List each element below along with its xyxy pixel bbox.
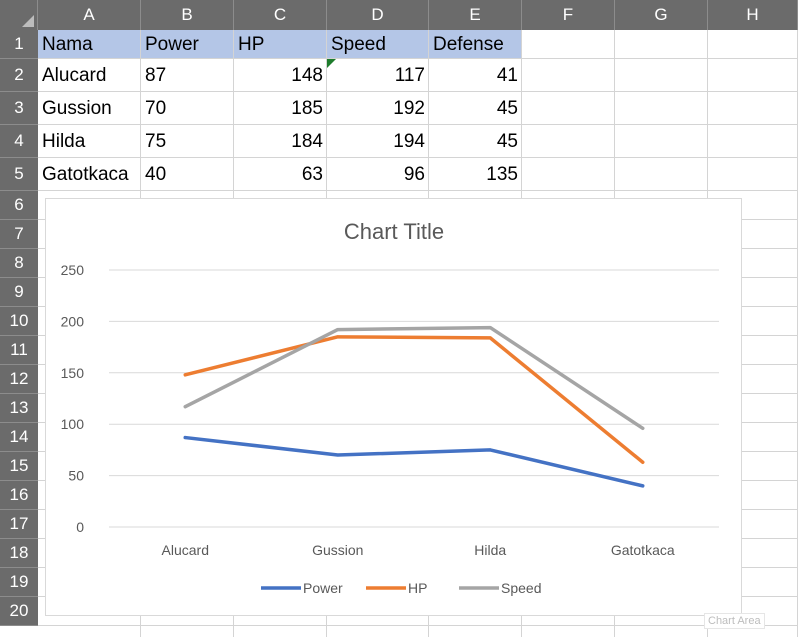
data-cell[interactable]: 41 — [496, 64, 518, 86]
data-cell[interactable]: 96 — [403, 163, 425, 185]
legend-label-hp[interactable]: HP — [408, 580, 427, 596]
header-cell[interactable]: HP — [238, 33, 265, 55]
series-line-speed[interactable] — [183, 325, 645, 431]
data-point-hp[interactable] — [641, 460, 645, 464]
data-cell[interactable]: 148 — [291, 64, 323, 86]
data-point-speed[interactable] — [488, 326, 492, 330]
data-point-power[interactable] — [488, 448, 492, 452]
row-header-10[interactable]: 10 — [0, 307, 38, 336]
chart-title[interactable]: Chart Title — [344, 219, 444, 244]
row-header-9[interactable]: 9 — [0, 278, 38, 307]
row-header-15[interactable]: 15 — [0, 452, 38, 481]
row-header-18[interactable]: 18 — [0, 539, 38, 568]
x-tick-label: Gussion — [312, 542, 363, 558]
data-cell[interactable]: 63 — [301, 163, 323, 185]
data-cell[interactable]: 75 — [145, 130, 167, 152]
data-point-hp[interactable] — [336, 335, 340, 339]
header-cell[interactable]: Nama — [42, 33, 93, 55]
header-fill — [38, 30, 522, 59]
data-point-speed[interactable] — [336, 328, 340, 332]
column-header-b[interactable]: B — [141, 0, 234, 30]
row-header-8[interactable]: 8 — [0, 249, 38, 278]
data-cell[interactable]: 45 — [496, 130, 518, 152]
data-point-speed[interactable] — [641, 426, 645, 430]
y-tick-label: 250 — [61, 262, 85, 278]
x-tick-label: Hilda — [474, 542, 506, 558]
row-header-4[interactable]: 4 — [0, 125, 38, 158]
data-cell[interactable]: 135 — [486, 163, 518, 185]
error-indicator-icon — [327, 59, 336, 68]
column-header-a[interactable]: A — [38, 0, 141, 30]
select-all-triangle-icon — [22, 15, 34, 27]
line-chart[interactable]: Chart Title 0 50 100 150 200 250 Alucard Gussio… — [45, 198, 742, 616]
row-header-13[interactable]: 13 — [0, 394, 38, 423]
data-cell[interactable]: Alucard — [42, 64, 107, 86]
select-all-corner[interactable] — [0, 0, 38, 30]
row-gridline — [38, 91, 798, 92]
column-header-e[interactable]: E — [429, 0, 522, 30]
row-gridline — [38, 625, 798, 626]
legend-label-speed[interactable]: Speed — [501, 580, 541, 596]
data-cell[interactable]: Gussion — [42, 97, 112, 119]
row-header-3[interactable]: 3 — [0, 92, 38, 125]
data-cell[interactable]: 45 — [496, 97, 518, 119]
data-cell[interactable]: 117 — [394, 64, 425, 86]
column-header-c[interactable]: C — [234, 0, 327, 30]
x-tick-label: Gatotkaca — [611, 542, 675, 558]
row-header-20[interactable]: 20 — [0, 597, 38, 626]
chart-svg: Chart Title 0 50 100 150 200 250 Alucard Gussio… — [61, 219, 719, 596]
row-header-11[interactable]: 11 — [0, 336, 38, 365]
row-header-5[interactable]: 5 — [0, 158, 38, 191]
row-header-7[interactable]: 7 — [0, 220, 38, 249]
y-tick-label: 0 — [76, 519, 84, 535]
header-cell[interactable]: Speed — [331, 33, 386, 55]
data-cell[interactable]: 87 — [145, 64, 167, 86]
row-header-12[interactable]: 12 — [0, 365, 38, 394]
legend-label-power[interactable]: Power — [303, 580, 343, 596]
row-header-2[interactable]: 2 — [0, 59, 38, 92]
data-point-power[interactable] — [336, 453, 340, 457]
data-cell[interactable]: Gatotkaca — [42, 163, 129, 185]
y-tick-label: 200 — [61, 313, 85, 329]
data-cell[interactable]: 70 — [145, 97, 167, 119]
row-gridline — [38, 157, 798, 158]
data-cell[interactable]: 185 — [291, 97, 323, 119]
data-point-speed[interactable] — [183, 405, 187, 409]
row-gridline — [38, 58, 798, 59]
column-header-d[interactable]: D — [327, 0, 429, 30]
data-point-hp[interactable] — [183, 373, 187, 377]
column-header-f[interactable]: F — [522, 0, 615, 30]
row-header-17[interactable]: 17 — [0, 510, 38, 539]
chart-area-tooltip: Chart Area — [704, 613, 765, 629]
row-header-1[interactable]: 1 — [0, 30, 38, 59]
column-header-g[interactable]: G — [615, 0, 708, 30]
row-header-6[interactable]: 6 — [0, 191, 38, 220]
header-cell[interactable]: Defense — [433, 33, 504, 55]
row-header-16[interactable]: 16 — [0, 481, 38, 510]
data-point-hp[interactable] — [488, 336, 492, 340]
row-header-14[interactable]: 14 — [0, 423, 38, 452]
data-cell[interactable]: Hilda — [42, 130, 86, 152]
y-tick-label: 150 — [61, 365, 85, 381]
y-tick-label: 50 — [68, 468, 84, 484]
data-cell[interactable]: 194 — [393, 130, 425, 152]
header-cell[interactable]: Power — [145, 33, 199, 55]
column-header-h[interactable]: H — [708, 0, 798, 30]
data-point-power[interactable] — [183, 436, 187, 440]
data-point-power[interactable] — [641, 484, 645, 488]
y-tick-label: 100 — [61, 416, 85, 432]
series-line-power[interactable] — [183, 435, 645, 488]
row-gridline — [38, 124, 798, 125]
x-tick-label: Alucard — [162, 542, 209, 558]
row-header-19[interactable]: 19 — [0, 568, 38, 597]
data-cell[interactable]: 192 — [393, 97, 425, 119]
row-gridline — [38, 190, 798, 191]
data-cell[interactable]: 184 — [291, 130, 323, 152]
data-cell[interactable]: 40 — [145, 163, 167, 185]
series-line-hp[interactable] — [183, 335, 645, 464]
